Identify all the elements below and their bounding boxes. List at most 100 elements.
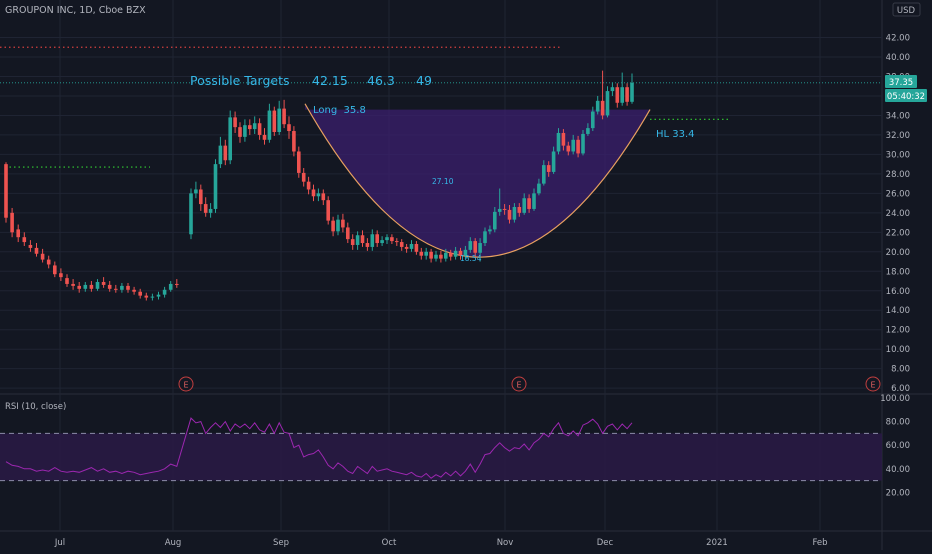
candle[interactable] bbox=[321, 189, 326, 206]
candle[interactable] bbox=[424, 247, 428, 260]
candle[interactable] bbox=[610, 82, 615, 96]
candle[interactable] bbox=[114, 284, 118, 293]
candle[interactable] bbox=[59, 268, 63, 282]
candle[interactable] bbox=[620, 72, 624, 106]
candle[interactable] bbox=[517, 203, 522, 217]
candle[interactable] bbox=[473, 238, 477, 257]
candle[interactable] bbox=[243, 119, 247, 142]
candle[interactable] bbox=[595, 95, 600, 115]
candle[interactable] bbox=[336, 214, 340, 236]
candle[interactable] bbox=[341, 213, 345, 233]
candle[interactable] bbox=[101, 277, 106, 288]
candle[interactable] bbox=[287, 116, 291, 139]
candle[interactable] bbox=[144, 292, 149, 301]
candle[interactable] bbox=[576, 135, 580, 158]
earnings-marker[interactable]: E bbox=[178, 376, 194, 392]
candle[interactable] bbox=[262, 128, 267, 145]
candle[interactable] bbox=[189, 188, 193, 240]
candle[interactable] bbox=[581, 130, 585, 156]
candle[interactable] bbox=[228, 110, 232, 165]
candle[interactable] bbox=[630, 73, 634, 104]
candle[interactable] bbox=[126, 282, 130, 293]
candle[interactable] bbox=[566, 141, 571, 156]
candle[interactable] bbox=[600, 70, 605, 120]
candle[interactable] bbox=[120, 282, 124, 293]
candle[interactable] bbox=[213, 159, 218, 213]
candle[interactable] bbox=[156, 291, 161, 300]
candle[interactable] bbox=[537, 178, 541, 196]
candle[interactable] bbox=[370, 229, 375, 251]
candle[interactable] bbox=[399, 239, 404, 251]
earnings-marker[interactable]: E bbox=[511, 376, 527, 392]
candle[interactable] bbox=[238, 122, 242, 143]
candle[interactable] bbox=[625, 83, 629, 106]
candle[interactable] bbox=[248, 119, 252, 135]
candle[interactable] bbox=[380, 236, 384, 246]
candle[interactable] bbox=[150, 293, 155, 301]
candle[interactable] bbox=[375, 230, 379, 247]
candle[interactable] bbox=[512, 203, 517, 223]
candle[interactable] bbox=[257, 118, 262, 140]
candle[interactable] bbox=[16, 224, 20, 243]
candle[interactable] bbox=[355, 231, 360, 250]
candle[interactable] bbox=[365, 238, 370, 251]
candle[interactable] bbox=[83, 281, 88, 292]
candle[interactable] bbox=[267, 103, 272, 143]
candle[interactable] bbox=[350, 234, 355, 250]
candle[interactable] bbox=[571, 134, 575, 155]
candle[interactable] bbox=[439, 250, 443, 263]
candle[interactable] bbox=[507, 205, 512, 224]
candle[interactable] bbox=[282, 99, 286, 129]
rsi-title[interactable]: RSI (10, close) bbox=[5, 402, 66, 412]
candle[interactable] bbox=[223, 139, 228, 166]
candle[interactable] bbox=[542, 160, 546, 186]
currency-badge[interactable]: USD bbox=[897, 6, 916, 16]
candle[interactable] bbox=[53, 261, 57, 278]
candle[interactable] bbox=[448, 249, 453, 261]
candle[interactable] bbox=[395, 238, 399, 246]
candle[interactable] bbox=[208, 203, 213, 218]
candle[interactable] bbox=[409, 240, 414, 252]
candle[interactable] bbox=[561, 129, 566, 151]
candle[interactable] bbox=[297, 146, 301, 178]
candle[interactable] bbox=[360, 230, 365, 247]
candle[interactable] bbox=[385, 234, 389, 245]
candle[interactable] bbox=[272, 106, 277, 136]
candle[interactable] bbox=[478, 238, 482, 262]
candle[interactable] bbox=[46, 255, 51, 269]
candle[interactable] bbox=[34, 243, 39, 257]
candle[interactable] bbox=[522, 193, 526, 215]
candle[interactable] bbox=[71, 279, 75, 290]
candle[interactable] bbox=[168, 281, 173, 292]
candle[interactable] bbox=[10, 207, 14, 238]
candle[interactable] bbox=[468, 237, 473, 253]
candle[interactable] bbox=[40, 248, 45, 263]
candle[interactable] bbox=[95, 279, 100, 291]
candle[interactable] bbox=[551, 146, 556, 174]
candle[interactable] bbox=[434, 250, 438, 262]
candle[interactable] bbox=[488, 225, 492, 235]
candle[interactable] bbox=[502, 204, 507, 215]
candle[interactable] bbox=[22, 232, 27, 246]
candle[interactable] bbox=[203, 197, 208, 217]
candle[interactable] bbox=[463, 245, 468, 259]
candle[interactable] bbox=[346, 222, 350, 244]
candle[interactable] bbox=[107, 281, 112, 292]
symbol-title[interactable]: GROUPON INC, 1D, Cboe BZX bbox=[5, 5, 146, 16]
candle[interactable] bbox=[331, 216, 335, 237]
candle[interactable] bbox=[132, 286, 136, 295]
earnings-marker[interactable]: E bbox=[865, 376, 881, 392]
candle[interactable] bbox=[277, 100, 281, 135]
candle[interactable] bbox=[546, 161, 551, 177]
candle[interactable] bbox=[556, 128, 561, 155]
candle[interactable] bbox=[252, 116, 257, 134]
candle[interactable] bbox=[138, 288, 142, 299]
candle[interactable] bbox=[497, 188, 502, 216]
candle[interactable] bbox=[65, 274, 69, 287]
candle[interactable] bbox=[414, 241, 419, 255]
candle[interactable] bbox=[89, 281, 94, 292]
candle[interactable] bbox=[591, 106, 595, 132]
candle[interactable] bbox=[4, 162, 8, 223]
candle[interactable] bbox=[404, 244, 409, 253]
